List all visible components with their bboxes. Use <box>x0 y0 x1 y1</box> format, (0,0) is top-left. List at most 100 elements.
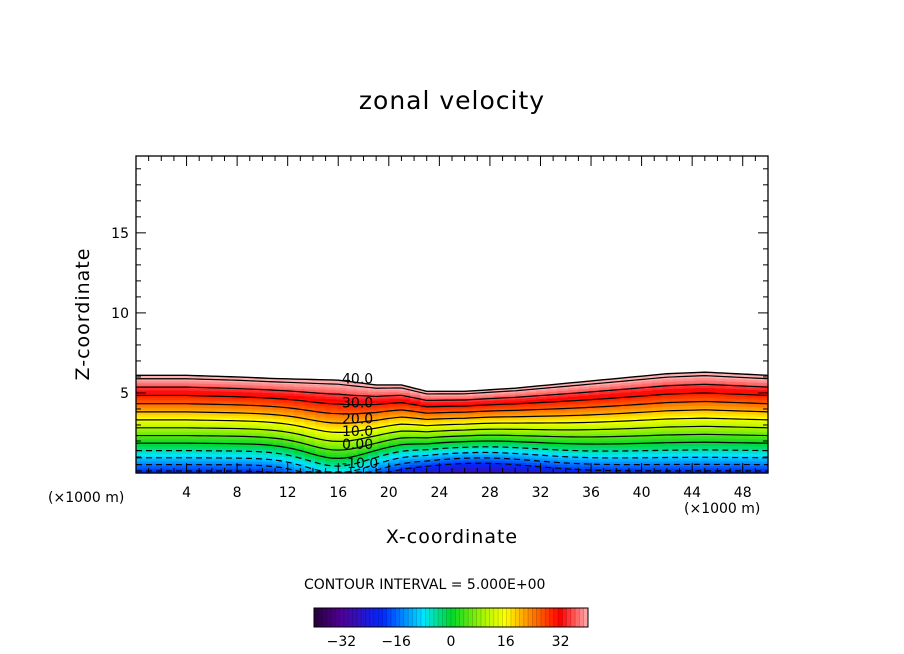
contour-cell <box>757 428 769 432</box>
colorbar-bin <box>326 608 332 627</box>
contour-cell <box>272 454 285 458</box>
contour-cell <box>304 440 316 444</box>
contour-cell <box>715 455 727 459</box>
contour-cell <box>388 470 400 474</box>
contour-cell <box>441 401 453 405</box>
contour-cell <box>683 457 695 462</box>
contour-cell <box>483 462 495 466</box>
contour-cell <box>746 418 759 422</box>
contour-cell <box>346 416 358 419</box>
contour-cell <box>325 424 337 428</box>
contour-cell <box>346 434 358 438</box>
contour-cell <box>462 458 474 462</box>
contour-cell <box>409 413 421 417</box>
contour-cell <box>378 442 390 445</box>
x-tick-label: 8 <box>233 485 242 501</box>
contour-cell <box>146 409 158 413</box>
contour-cell <box>473 396 485 400</box>
contour-cell <box>294 412 306 415</box>
contour-cell <box>452 466 464 470</box>
contour-cell <box>399 414 411 417</box>
contour-cell <box>704 420 716 424</box>
contour-cell <box>620 377 632 381</box>
contour-cell <box>441 430 453 433</box>
contour-cell <box>694 455 706 459</box>
contour-cell <box>494 420 506 424</box>
contour-cell <box>378 406 390 410</box>
colorbar-bin <box>429 608 435 627</box>
contour-cell <box>683 417 695 421</box>
contour-cell <box>662 391 674 395</box>
contour-cell <box>409 426 421 430</box>
contour-cell <box>251 437 263 441</box>
contour-cell <box>378 444 390 448</box>
contour-cell <box>725 428 737 432</box>
contour-cell <box>251 392 263 396</box>
contour-cell <box>304 449 316 453</box>
contour-cell <box>473 460 485 464</box>
contour-cell <box>715 415 727 419</box>
contour-cell <box>199 468 211 472</box>
contour-cell <box>704 470 716 474</box>
contour-cell <box>683 410 695 414</box>
contour-cell <box>452 407 464 411</box>
contour-cell <box>683 460 695 464</box>
contour-cell <box>620 453 632 457</box>
contour-cell <box>357 392 369 396</box>
contour-cell <box>736 386 748 390</box>
contour-cell <box>167 409 179 413</box>
contour-cell <box>283 402 295 406</box>
contour-cell <box>157 397 169 401</box>
contour-cell <box>736 435 748 439</box>
contour-cell <box>610 454 622 458</box>
contour-cell <box>631 417 643 421</box>
contour-cell <box>736 428 748 432</box>
colorbar-bin <box>536 608 542 627</box>
contour-cell <box>588 417 601 421</box>
contour-cell <box>346 420 358 424</box>
contour-cell <box>388 455 400 459</box>
contour-cell <box>346 461 358 465</box>
contour-cell <box>673 460 685 464</box>
contour-cell <box>178 448 190 452</box>
contour-cell <box>704 455 716 459</box>
contour-cell <box>241 420 253 424</box>
contour-cell <box>167 453 179 457</box>
contour-cell <box>157 443 169 447</box>
contour-cell <box>230 400 242 404</box>
contour-cell <box>430 468 443 472</box>
contour-cell <box>294 440 306 444</box>
contour-cell <box>757 411 769 415</box>
contour-cell <box>462 399 474 402</box>
contour-cell <box>757 446 769 450</box>
contour-cell <box>262 468 274 472</box>
contour-cell <box>504 428 516 432</box>
contour-cell <box>209 417 221 421</box>
contour-cell <box>504 407 516 411</box>
contour-cell <box>315 442 327 446</box>
contour-cell <box>409 424 421 428</box>
contour-cell <box>652 391 664 395</box>
contour-cell <box>388 428 400 432</box>
contour-cell <box>673 435 685 439</box>
contour-cell <box>736 391 748 395</box>
contour-cell <box>325 426 337 430</box>
colorbar-bin <box>553 608 559 627</box>
contour-cell <box>283 458 295 462</box>
contour-cell <box>420 440 432 443</box>
contour-cell <box>683 420 695 424</box>
contour-cell <box>357 383 369 387</box>
contour-cell <box>483 429 495 433</box>
contour-cell <box>557 432 569 436</box>
contour-cell <box>178 375 190 379</box>
contour-cell <box>441 409 453 413</box>
contour-cell <box>409 394 421 398</box>
contour-cell <box>167 448 179 452</box>
contour-cell <box>157 448 169 452</box>
contour-cell <box>578 443 590 447</box>
contour-cell <box>546 386 558 390</box>
contour-cell <box>336 447 348 451</box>
colorbar-bin <box>468 608 473 627</box>
contour-cell <box>325 438 337 442</box>
contour-cell <box>515 413 527 416</box>
